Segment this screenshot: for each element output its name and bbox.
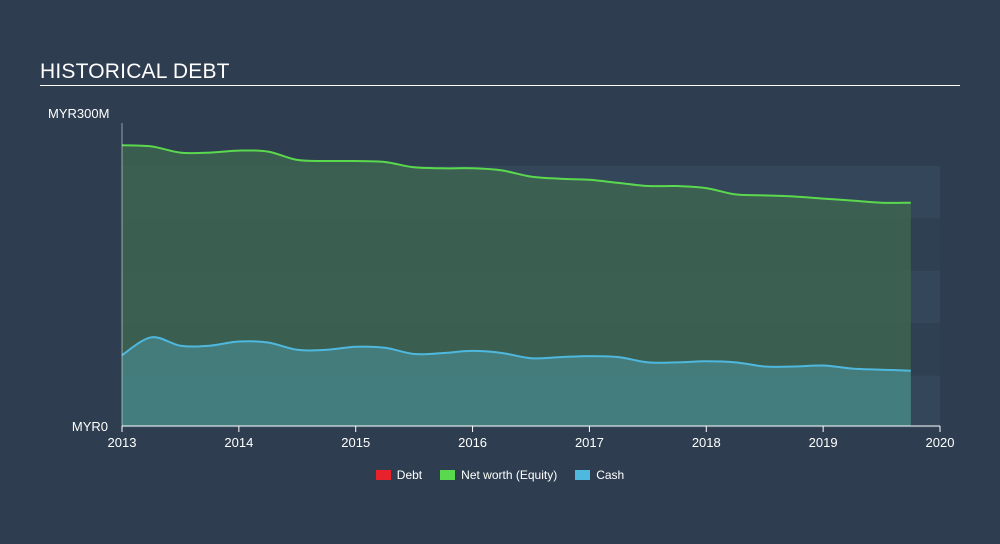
net-worth-equity-line xyxy=(121,144,911,204)
legend-label: Cash xyxy=(596,468,625,482)
legend-item[interactable]: Cash xyxy=(575,468,624,482)
x-tick-label: 2020 xyxy=(926,435,955,450)
x-tick-label: 2017 xyxy=(575,435,604,450)
legend-item[interactable]: Debt xyxy=(375,468,423,482)
axes: 2013 2014 2015 2016 2017 2018 2019 2020 MYR0 MYR3… xyxy=(48,106,954,450)
legend-label: Debt xyxy=(396,468,423,482)
x-tick-label: 2015 xyxy=(341,435,370,450)
legend-label: Net worth (Equity) xyxy=(461,468,558,482)
y-tick-label-min: MYR0 xyxy=(72,419,108,434)
series-lines xyxy=(121,144,911,372)
cash-line xyxy=(121,336,911,372)
x-tick-label: 2016 xyxy=(458,435,487,450)
x-tick-label: 2018 xyxy=(692,435,721,450)
legend-swatch xyxy=(575,470,591,480)
chart-title: HISTORICAL DEBT xyxy=(40,60,230,83)
cash-area xyxy=(122,337,911,426)
y-tick-label-max: MYR300M xyxy=(48,106,109,121)
x-tick-label: 2019 xyxy=(809,435,838,450)
legend: Debt Net worth (Equity) Cash xyxy=(0,468,1000,482)
legend-swatch xyxy=(440,470,456,480)
legend-item[interactable]: Net worth (Equity) xyxy=(440,468,557,482)
x-tick-label: 2014 xyxy=(224,435,253,450)
title-divider xyxy=(40,85,960,86)
legend-swatch xyxy=(375,470,391,480)
x-tick-label: 2013 xyxy=(108,435,137,450)
series-areas xyxy=(122,145,911,427)
